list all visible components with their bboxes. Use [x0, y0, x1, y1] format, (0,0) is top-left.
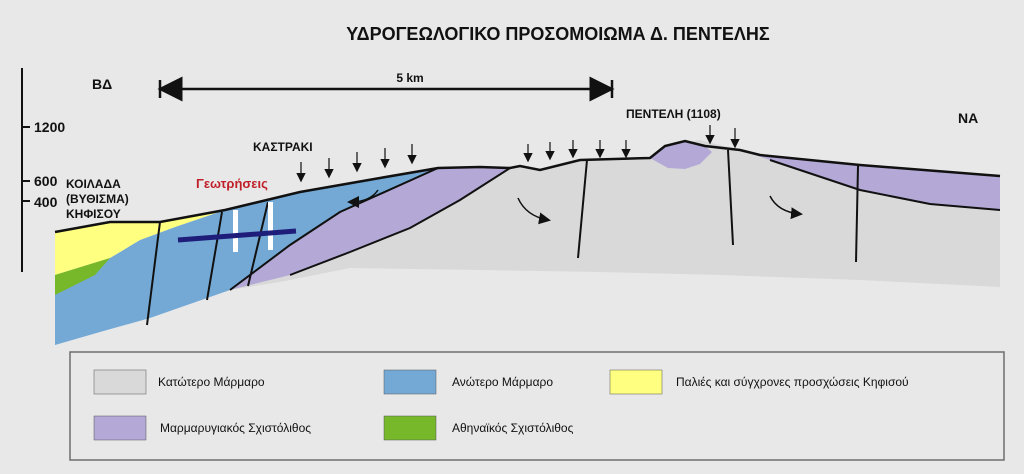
legend-label-mica-schist: Μαρμαρυγιακός Σχιστόλιθος — [160, 421, 311, 435]
contact-marble-schist — [229, 167, 439, 291]
fault-6 — [855, 165, 859, 263]
flow-arrow-center — [517, 197, 551, 225]
fault-4 — [577, 159, 588, 259]
unit-alluvium — [55, 210, 225, 275]
orientation-nw: ΒΔ — [92, 76, 112, 92]
diagram-title: ΥΔΡΟΓΕΩΛΟΓΙΚΟ ΠΡΟΣΟΜΟΙΩΜΑ Δ. ΠΕΝΤΕΛΗΣ — [346, 24, 770, 44]
topographic-surface — [54, 139, 1001, 234]
flow-arrows — [347, 189, 803, 225]
flow-arrow-kastraki — [347, 189, 379, 208]
label-valley-line3: ΚΗΦΙΣΟΥ — [66, 207, 121, 221]
unit-mica-schist-east — [740, 150, 1000, 210]
flow-arrow-east — [769, 195, 803, 220]
contact-east-schist — [769, 159, 1001, 211]
fault-5 — [727, 149, 734, 246]
label-penteli: ΠΕΝΤΕΛΗ (1108) — [626, 107, 721, 121]
unit-lower-marble — [230, 140, 1000, 290]
unit-mica-schist — [230, 167, 510, 290]
tick-label-1200: 1200 — [34, 119, 65, 135]
legend-label-upper-marble: Ανώτερο Μάρμαρο — [452, 375, 553, 389]
label-kastraki: ΚΑΣΤΡΑΚΙ — [253, 140, 313, 154]
legend-swatch-athens-schist — [383, 415, 437, 441]
legend-swatch-upper-marble — [383, 369, 437, 395]
legend-label-athens-schist: Αθηναϊκός Σχιστόλιθος — [452, 421, 574, 435]
legend-box — [69, 351, 1005, 461]
unit-athens-schist — [55, 258, 110, 295]
label-boreholes: Γεωτρήσεις — [196, 176, 268, 191]
fault-3 — [247, 201, 269, 287]
label-valley-line2: (ΒΥΘΙΣΜΑ) — [66, 192, 129, 206]
fault-1 — [146, 221, 161, 326]
borehole-1 — [233, 210, 238, 252]
contact-schist-lower — [289, 167, 511, 276]
infiltration-arrows — [296, 125, 740, 183]
orientation-se: ΝΑ — [958, 110, 978, 126]
legend-swatch-lower-marble — [93, 369, 147, 395]
legend-swatch-alluvium — [609, 369, 663, 395]
tick-label-400: 400 — [34, 194, 58, 210]
legend-swatch-mica-schist — [93, 415, 147, 441]
unit-mica-schist-penteli-cap — [650, 141, 712, 169]
legend-label-alluvium: Παλιές και σύγχρονες προσχώσεις Κηφισού — [676, 375, 909, 389]
tick-label-600: 600 — [34, 173, 58, 189]
label-valley-line1: ΚΟΙΛΑΔΑ — [66, 177, 121, 191]
borehole-2 — [268, 202, 273, 250]
drainage-gallery — [177, 228, 297, 243]
legend-label-lower-marble: Κατώτερο Μάρμαρο — [158, 375, 265, 389]
fault-2 — [206, 211, 223, 301]
scale-bar-label: 5 km — [396, 71, 423, 85]
